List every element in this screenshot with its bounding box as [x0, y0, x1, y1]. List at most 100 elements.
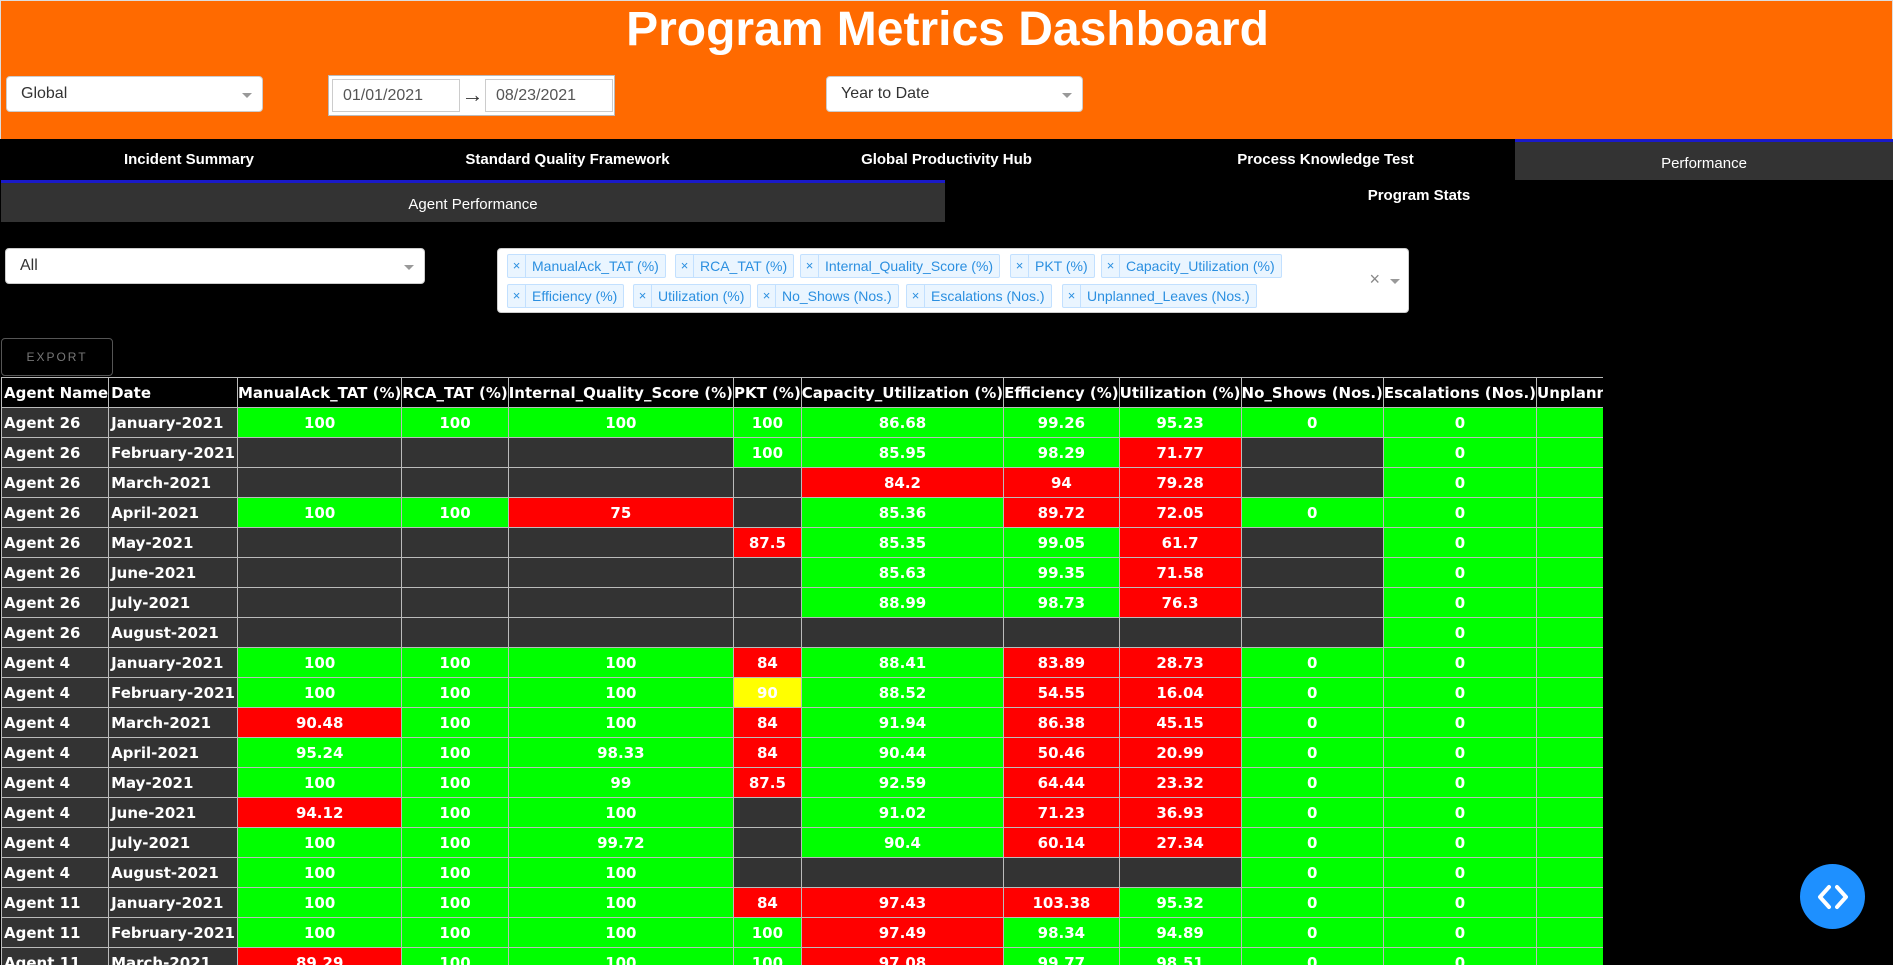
- metric-chip[interactable]: × Internal_Quality_Score (%): [800, 254, 1001, 278]
- metric-cell: 100: [236, 887, 403, 918]
- metric-chip[interactable]: × Utilization (%): [633, 284, 752, 308]
- metric-cell: 0: [1382, 647, 1538, 678]
- metric-cell: 100: [401, 947, 509, 965]
- metric-cell: [401, 617, 509, 648]
- metric-chip[interactable]: × RCA_TAT (%): [675, 254, 795, 278]
- column-header[interactable]: Capacity_Utilization (%): [800, 377, 1005, 408]
- metric-cell: 100: [401, 737, 509, 768]
- metric-cell: 0: [1536, 887, 1603, 918]
- metric-cell: 0: [1382, 767, 1538, 798]
- arrow-right-icon: →: [461, 82, 484, 107]
- column-header[interactable]: Efficiency (%): [1003, 377, 1120, 408]
- metric-cell: 23.32: [1118, 767, 1242, 798]
- date-cell: February-2021: [108, 437, 238, 468]
- export-button[interactable]: EXPORT: [1, 338, 113, 376]
- metric-cell: [236, 587, 403, 618]
- column-header[interactable]: Unplanned_Leaves (Nos.): [1536, 377, 1603, 408]
- metric-cell: 76.3: [1118, 587, 1242, 618]
- remove-chip-icon[interactable]: ×: [907, 285, 925, 307]
- metric-chip[interactable]: × Unplanned_Leaves (Nos.): [1062, 284, 1257, 308]
- remove-chip-icon[interactable]: ×: [758, 285, 776, 307]
- end-date-input[interactable]: 08/23/2021: [485, 79, 613, 112]
- column-header[interactable]: RCA_TAT (%): [401, 377, 509, 408]
- metric-cell: 85.95: [800, 437, 1005, 468]
- date-cell: July-2021: [108, 827, 238, 858]
- metric-cell: 0: [1382, 467, 1538, 498]
- metric-cell: 0: [1382, 707, 1538, 738]
- metric-cell: [1240, 557, 1384, 588]
- metric-cell: 0: [1382, 437, 1538, 468]
- chevron-down-icon[interactable]: [1390, 279, 1400, 284]
- metric-cell: 100: [507, 707, 734, 738]
- remove-chip-icon[interactable]: ×: [1063, 285, 1081, 307]
- metric-chip[interactable]: × Efficiency (%): [507, 284, 625, 308]
- column-header[interactable]: Internal_Quality_Score (%): [507, 377, 734, 408]
- metric-cell: 85.63: [800, 557, 1005, 588]
- metric-cell: [401, 557, 509, 588]
- tab-incident-summary[interactable]: Incident Summary: [123, 151, 255, 168]
- column-header[interactable]: PKT (%): [732, 377, 802, 408]
- metric-chip[interactable]: × Capacity_Utilization (%): [1101, 254, 1282, 278]
- metric-cell: 84: [732, 647, 802, 678]
- remove-chip-icon[interactable]: ×: [634, 285, 652, 307]
- tab-performance[interactable]: Performance: [1515, 139, 1893, 180]
- region-dropdown[interactable]: Global: [6, 76, 263, 112]
- clear-icon[interactable]: ×: [1369, 269, 1380, 289]
- period-dropdown[interactable]: Year to Date: [826, 76, 1083, 112]
- metric-cell: 0: [1240, 707, 1384, 738]
- metric-cell: [236, 617, 403, 648]
- metric-cell: 98.29: [1003, 437, 1120, 468]
- metric-cell: 71.77: [1118, 437, 1242, 468]
- tab-process-knowledge-test[interactable]: Process Knowledge Test: [1237, 151, 1414, 168]
- agent-name-cell: Agent 26: [1, 527, 110, 558]
- metric-cell: 99.72: [507, 827, 734, 858]
- metric-cell: [401, 587, 509, 618]
- date-cell: January-2021: [108, 887, 238, 918]
- date-cell: July-2021: [108, 587, 238, 618]
- column-header[interactable]: Agent Name: [1, 377, 110, 408]
- metric-cell: 95.32: [1118, 887, 1242, 918]
- tab-program-stats[interactable]: Program Stats: [1367, 187, 1471, 204]
- metrics-table: Agent Name Date ManualAck_TAT (%) RCA_TA…: [1, 377, 1603, 965]
- metrics-table-container: Agent Name Date ManualAck_TAT (%) RCA_TA…: [1, 377, 1603, 965]
- tab-standard-quality-framework[interactable]: Standard Quality Framework: [465, 151, 670, 168]
- column-header[interactable]: Date: [108, 377, 238, 408]
- remove-chip-icon[interactable]: ×: [508, 285, 526, 307]
- column-header[interactable]: No_Shows (Nos.): [1240, 377, 1384, 408]
- tab-global-productivity-hub[interactable]: Global Productivity Hub: [861, 151, 1032, 168]
- table-row: Agent 26 February-2021 100 85.95 98.29 71.77 0…: [1, 437, 1603, 468]
- remove-chip-icon[interactable]: ×: [801, 255, 819, 277]
- remove-chip-icon[interactable]: ×: [1102, 255, 1120, 277]
- metric-chip[interactable]: × ManualAck_TAT (%): [507, 254, 666, 278]
- metric-cell: 0: [1240, 767, 1384, 798]
- remove-chip-icon[interactable]: ×: [508, 255, 526, 277]
- metric-cell: [507, 467, 734, 498]
- metric-cell: 97.43: [800, 887, 1005, 918]
- date-cell: February-2021: [108, 917, 238, 948]
- agent-name-cell: Agent 4: [1, 797, 110, 828]
- metric-cell: 90: [732, 677, 802, 708]
- code-toggle-button[interactable]: [1800, 864, 1865, 929]
- metric-cell: 0: [1382, 587, 1538, 618]
- metric-chip[interactable]: × PKT (%): [1010, 254, 1095, 278]
- agent-name-cell: Agent 26: [1, 437, 110, 468]
- agent-dropdown[interactable]: All: [5, 248, 425, 284]
- metric-cell: 103.38: [1003, 887, 1120, 918]
- date-cell: June-2021: [108, 557, 238, 588]
- column-header[interactable]: Utilization (%): [1118, 377, 1242, 408]
- metric-chip[interactable]: × No_Shows (Nos.): [757, 284, 899, 308]
- column-header[interactable]: Escalations (Nos.): [1382, 377, 1538, 408]
- metric-cell: 88.99: [800, 587, 1005, 618]
- remove-chip-icon[interactable]: ×: [1011, 255, 1029, 277]
- agent-name-cell: Agent 11: [1, 887, 110, 918]
- metrics-multiselect[interactable]: × ManualAck_TAT (%) × RCA_TAT (%) × Interna…: [497, 248, 1409, 313]
- table-row: Agent 11 January-2021 100 100 100 84 97.43 103.…: [1, 887, 1603, 918]
- metric-cell: 100: [732, 437, 802, 468]
- remove-chip-icon[interactable]: ×: [676, 255, 694, 277]
- metric-cell: [236, 527, 403, 558]
- tab-agent-performance[interactable]: Agent Performance: [1, 180, 945, 222]
- metric-chip[interactable]: × Escalations (Nos.): [906, 284, 1052, 308]
- column-header[interactable]: ManualAck_TAT (%): [236, 377, 403, 408]
- metric-cell: [1003, 617, 1120, 648]
- start-date-input[interactable]: 01/01/2021: [332, 79, 460, 112]
